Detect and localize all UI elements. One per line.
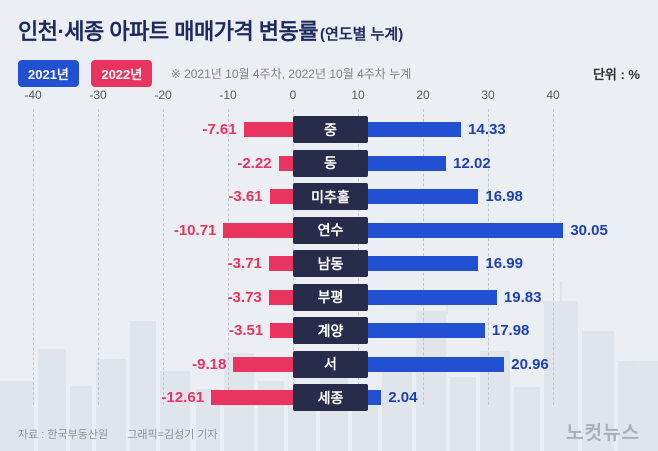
axis-tick-label: 30 [481, 88, 495, 102]
source-credit: 자료 : 한국부동산원 [18, 429, 109, 441]
bar-2021 [368, 323, 485, 338]
value-label-2021: 17.98 [491, 322, 530, 340]
value-label-2021: 20.96 [511, 355, 549, 373]
value-label-2022: -3.61 [228, 188, 263, 206]
category-label: 남동 [293, 250, 368, 277]
bar-2021 [368, 155, 447, 171]
value-label-2022: -3.73 [227, 288, 262, 306]
value-label-2021: 19.83 [503, 288, 542, 306]
gridline [553, 109, 554, 405]
category-label: 세종 [293, 384, 368, 411]
chart-row: -3.73 부평 19.83 [0, 281, 658, 315]
bar-2022 [211, 390, 293, 405]
category-label: 연수 [293, 216, 368, 244]
chart-row: -3.61 미추홀 16.98 [0, 180, 658, 214]
category-label: 동 [293, 149, 368, 177]
nocut-news-logo: 노컷뉴스 [566, 423, 640, 444]
value-label-2021: 12.02 [453, 154, 491, 172]
axis-tick-label: 0 [289, 88, 297, 102]
bar-2021 [368, 256, 479, 271]
bar-2021 [368, 222, 564, 238]
bar-2022 [268, 256, 293, 271]
axis-tick-label: 10 [351, 88, 365, 102]
value-label-2021: 30.05 [570, 221, 608, 239]
legend-badge-2022: 2022년 [91, 60, 153, 87]
value-label-2022: -2.22 [237, 154, 272, 172]
bar-2022 [243, 122, 293, 137]
graphic-credit: 그래픽=김성기 기자 [127, 429, 218, 441]
bar-2021 [368, 356, 505, 372]
chart-row: -3.71 남동 16.99 [0, 247, 658, 281]
chart-row: -7.61 중 14.33 [0, 113, 658, 147]
chart-row: -2.22 동 12.02 [0, 147, 658, 181]
footer: 자료 : 한국부동산원 그래픽=김성기 기자 [18, 426, 218, 442]
axis-tick-label: -10 [219, 88, 237, 102]
value-label-2021: 16.99 [485, 255, 523, 273]
value-label-2022: -10.71 [173, 221, 217, 239]
category-label: 미추홀 [293, 183, 368, 210]
chart-row: -10.71 연수 30.05 [0, 214, 658, 248]
gridline [228, 109, 229, 405]
chart-row: -9.18 서 20.96 [0, 348, 658, 382]
chart-row: -12.61 세종 2.04 [0, 381, 658, 415]
category-label: 계양 [293, 317, 368, 344]
header: 인천·세종 아파트 매매가격 변동률 (연도별 누계) [18, 14, 640, 46]
value-label-2022: -12.61 [161, 389, 205, 407]
bar-2022 [278, 155, 293, 171]
bar-2021 [368, 390, 382, 405]
chart-rows: -7.61 중 14.33 -2.22 동 12.02 -3.61 미추홀 16.98 -10.7… [0, 113, 658, 418]
value-label-2021: 16.98 [485, 188, 523, 206]
page-title: 인천·세종 아파트 매매가격 변동률 [18, 19, 319, 44]
value-label-2022: -3.71 [227, 255, 262, 273]
value-label-2021: 2.04 [388, 389, 418, 407]
axis-tick-label: -20 [154, 88, 172, 102]
category-label: 중 [293, 116, 368, 143]
category-label: 부평 [293, 283, 368, 311]
axis-tick-label: -30 [89, 88, 107, 102]
value-label-2022: -7.61 [202, 121, 237, 139]
value-label-2021: 14.33 [468, 121, 506, 139]
page-title-suffix: (연도별 누계) [320, 26, 404, 43]
gridline [163, 109, 164, 405]
gridline [488, 109, 489, 405]
legend-badge-2021: 2021년 [18, 60, 79, 87]
unit-label: 단위 : % [592, 67, 640, 82]
bar-2021 [368, 189, 479, 204]
bar-2022 [269, 189, 293, 204]
bar-2021 [368, 289, 497, 305]
legend-row: 2021년 2022년 ※ 2021년 10월 4주차, 2022년 10월 4… [18, 60, 640, 87]
legend-note: ※ 2021년 10월 4주차, 2022년 10월 4주차 누계 [170, 67, 412, 81]
axis-tick-label: 40 [546, 88, 560, 102]
gridline [98, 109, 99, 405]
bar-2021 [368, 122, 462, 137]
axis-tick-label: -40 [24, 88, 42, 102]
bar-2022 [270, 323, 293, 338]
gridline [33, 109, 34, 405]
value-label-2022: -9.18 [192, 355, 227, 373]
chart-row: -3.51 계양 17.98 [0, 314, 658, 348]
value-label-2022: -3.51 [228, 322, 264, 340]
diverging-bar-chart: -40 -30 -20 -10 0 10 20 30 40 -7.61 중 14.33 -2.22 동 1… [0, 88, 658, 424]
bar-2022 [223, 222, 293, 238]
category-label: 서 [293, 350, 368, 378]
axis-tick-label: 20 [416, 88, 430, 102]
bar-2022 [268, 289, 293, 305]
bar-2022 [233, 356, 293, 372]
